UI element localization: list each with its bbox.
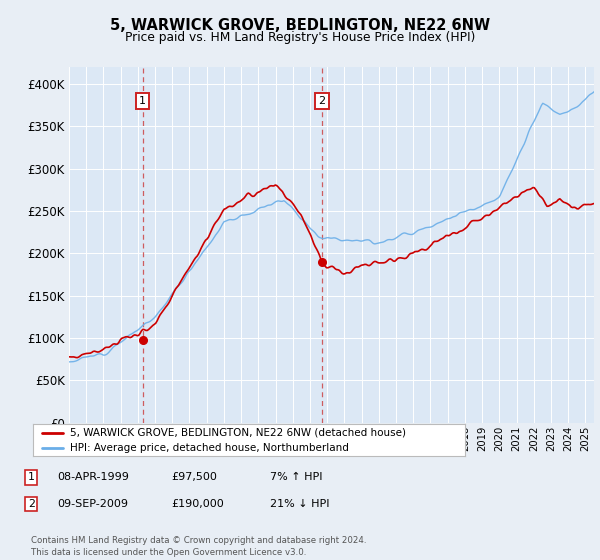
- Text: 5, WARWICK GROVE, BEDLINGTON, NE22 6NW: 5, WARWICK GROVE, BEDLINGTON, NE22 6NW: [110, 18, 490, 33]
- Text: £190,000: £190,000: [171, 499, 224, 509]
- Text: 08-APR-1999: 08-APR-1999: [57, 472, 129, 482]
- Text: 1: 1: [28, 472, 35, 482]
- Text: Contains HM Land Registry data © Crown copyright and database right 2024.
This d: Contains HM Land Registry data © Crown c…: [31, 536, 367, 557]
- Text: 1: 1: [139, 96, 146, 106]
- Text: 7% ↑ HPI: 7% ↑ HPI: [270, 472, 323, 482]
- Text: 21% ↓ HPI: 21% ↓ HPI: [270, 499, 329, 509]
- Text: 09-SEP-2009: 09-SEP-2009: [57, 499, 128, 509]
- Text: 2: 2: [318, 96, 325, 106]
- Text: HPI: Average price, detached house, Northumberland: HPI: Average price, detached house, Nort…: [70, 442, 349, 452]
- Text: 5, WARWICK GROVE, BEDLINGTON, NE22 6NW (detached house): 5, WARWICK GROVE, BEDLINGTON, NE22 6NW (…: [70, 428, 406, 438]
- Text: Price paid vs. HM Land Registry's House Price Index (HPI): Price paid vs. HM Land Registry's House …: [125, 31, 475, 44]
- Text: £97,500: £97,500: [171, 472, 217, 482]
- Text: 2: 2: [28, 499, 35, 509]
